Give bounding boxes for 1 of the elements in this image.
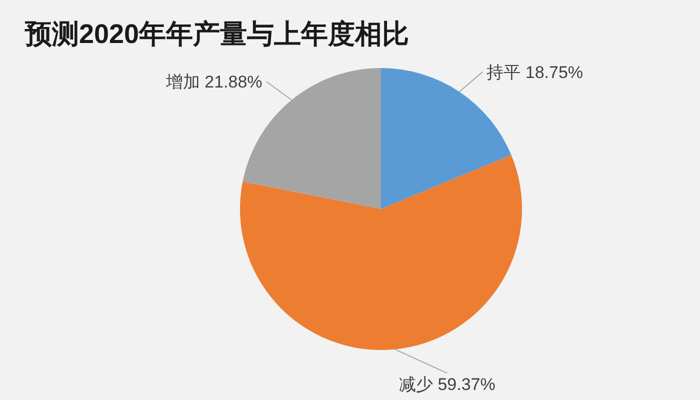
- title: 预测2020年年产量与上年度相比: [25, 19, 410, 49]
